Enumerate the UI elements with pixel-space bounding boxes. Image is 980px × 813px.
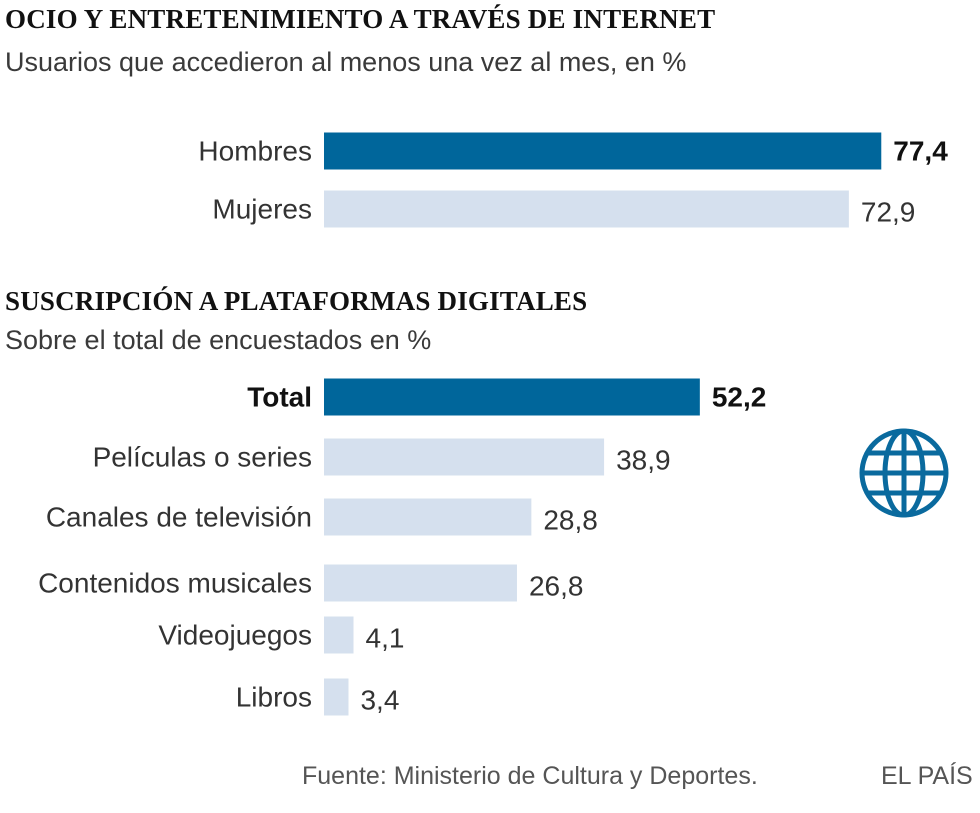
- bar: [324, 564, 517, 602]
- chart-subtitle: Sobre el total de encuestados en %: [5, 325, 432, 355]
- category-label: Hombres: [198, 136, 312, 167]
- chart-subtitle: Usuarios que accedieron al menos una vez…: [5, 47, 687, 77]
- category-label: Películas o series: [93, 442, 312, 473]
- value-label: 38,9: [616, 445, 671, 476]
- globe-icon: [859, 428, 949, 518]
- value-label: 3,4: [360, 685, 399, 716]
- category-label: Videojuegos: [158, 620, 312, 651]
- bar: [324, 498, 532, 536]
- value-label: 28,8: [543, 505, 598, 536]
- chart-title: OCIO Y ENTRETENIMIENTO A TRAVÉS DE INTER…: [5, 4, 716, 34]
- source-note: Fuente: Ministerio de Cultura y Deportes…: [302, 762, 758, 790]
- category-label: Libros: [236, 682, 312, 713]
- value-label: 52,2: [712, 382, 767, 413]
- chart-ocio: Hombres 77,4 Mujeres 72,9: [198, 132, 948, 228]
- category-label: Mujeres: [212, 194, 312, 225]
- bar: [324, 678, 349, 716]
- brand-logo-text: EL PAÍS: [881, 762, 973, 790]
- bar: [324, 132, 882, 170]
- value-label: 26,8: [529, 571, 584, 602]
- value-label: 4,1: [366, 623, 405, 654]
- category-label: Total: [247, 382, 312, 413]
- bar: [324, 378, 700, 416]
- chart-title: SUSCRIPCIÓN A PLATAFORMAS DIGITALES: [5, 286, 588, 316]
- category-label: Canales de televisión: [46, 502, 312, 533]
- value-label: 77,4: [893, 136, 948, 167]
- category-label: Contenidos musicales: [38, 568, 312, 599]
- value-label: 72,9: [861, 197, 916, 228]
- bar: [324, 616, 354, 654]
- bar: [324, 438, 605, 476]
- bar: [324, 190, 849, 228]
- chart-suscripcion: Total 52,2 Películas o series 38,9 Canales d…: [38, 378, 767, 716]
